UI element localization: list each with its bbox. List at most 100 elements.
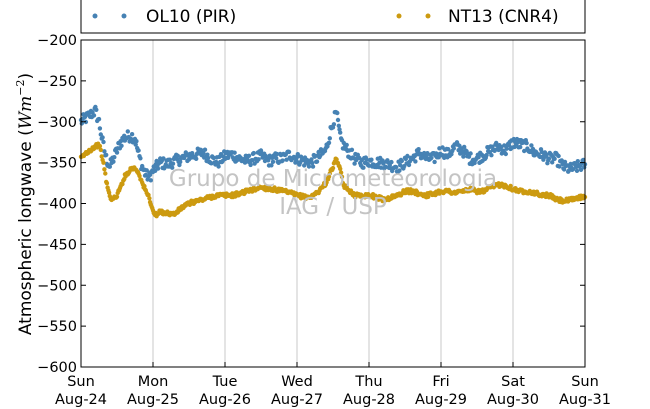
data-point <box>107 164 113 169</box>
data-point <box>550 160 555 165</box>
data-point <box>137 173 142 179</box>
data-point <box>326 140 332 145</box>
data-point <box>146 192 151 198</box>
y-tick-label: −450 <box>37 237 77 253</box>
data-point <box>125 129 130 134</box>
data-point <box>232 150 237 155</box>
data-point <box>338 170 344 175</box>
data-point <box>201 150 206 156</box>
data-point <box>335 110 340 116</box>
data-point <box>99 154 104 159</box>
y-axis-label: Atmospheric longwave (Wm−2) <box>14 73 36 335</box>
legend-marker-ol10 <box>121 13 127 19</box>
x-tick-date-label: Aug-28 <box>343 392 395 408</box>
data-point <box>106 190 112 195</box>
data-point <box>556 153 561 159</box>
data-point <box>194 156 199 161</box>
data-point <box>503 151 508 157</box>
legend-marker-nt13 <box>425 13 431 19</box>
data-point <box>529 143 534 148</box>
data-point <box>306 164 312 169</box>
grid <box>152 40 514 367</box>
data-point <box>522 148 527 154</box>
data-point <box>97 143 103 149</box>
legend-box <box>80 0 586 34</box>
data-point <box>414 152 419 157</box>
data-point <box>570 167 576 172</box>
data-point <box>216 164 221 169</box>
x-tick-day-label: Sun <box>571 374 599 390</box>
data-point <box>251 150 256 156</box>
legend: OL10 (PIR) NT13 (CNR4) <box>80 0 586 34</box>
data-point <box>103 171 108 176</box>
data-point <box>175 153 180 158</box>
data-point <box>334 157 339 162</box>
data-point <box>432 159 437 165</box>
data-point <box>327 136 332 141</box>
data-point <box>331 122 337 127</box>
data-point <box>544 152 549 157</box>
plot-area <box>81 40 585 367</box>
data-point <box>148 178 153 183</box>
y-axis-label-exponent: −2 <box>14 79 27 95</box>
data-point <box>552 156 557 161</box>
legend-label-ol10: OL10 (PIR) <box>146 7 236 27</box>
data-point <box>295 152 300 157</box>
data-point <box>344 142 349 148</box>
data-point <box>114 150 120 155</box>
data-point <box>114 194 120 199</box>
y-axis-label-unit: Wm <box>16 96 36 130</box>
data-point <box>170 165 175 170</box>
x-tick-date-label: Aug-25 <box>127 392 179 408</box>
data-point <box>133 142 138 147</box>
data-point <box>206 155 211 161</box>
x-tick-day-label: Tue <box>212 374 238 390</box>
data-point <box>274 151 280 157</box>
series-ol10 <box>78 104 588 183</box>
data-point <box>314 159 320 164</box>
legend-marker-ol10 <box>92 13 98 19</box>
data-point <box>429 155 434 161</box>
x-axis: Sun Aug-24 Mon Aug-25 Tue Aug-26 Wed Aug-27 Thu A… <box>55 362 611 408</box>
data-point <box>138 156 143 161</box>
data-point <box>302 163 307 168</box>
legend-entry-ol10: OL10 (PIR) <box>92 7 236 27</box>
data-point <box>489 153 494 158</box>
data-point <box>120 181 125 187</box>
data-point <box>310 160 315 166</box>
x-tick-date-label: Aug-30 <box>487 392 539 408</box>
x-tick-day-label: Fri <box>432 374 449 390</box>
watermark: Grupo de Micrometeorologia IAG / USP <box>169 166 497 220</box>
data-point <box>541 157 546 162</box>
data-point <box>557 164 562 169</box>
data-point <box>266 158 271 163</box>
data-point <box>101 139 106 145</box>
data-point <box>369 157 374 162</box>
y-axis-label-text: Atmospheric longwave ( <box>16 129 36 335</box>
data-point <box>202 147 208 152</box>
x-tick-date-label: Aug-27 <box>271 392 323 408</box>
data-point <box>426 194 431 199</box>
data-point <box>161 156 166 161</box>
data-point <box>270 159 276 164</box>
data-point <box>147 196 152 201</box>
data-point <box>416 147 421 152</box>
data-point <box>562 159 568 165</box>
x-tick-date-label: Aug-31 <box>559 392 611 408</box>
data-point <box>405 153 410 159</box>
data-point <box>94 107 99 113</box>
data-point <box>506 143 512 148</box>
data-point <box>399 158 404 164</box>
x-tick-day-label: Mon <box>138 374 169 390</box>
data-point <box>578 167 584 172</box>
y-tick-label: −550 <box>37 319 77 335</box>
data-point <box>269 163 274 168</box>
data-point <box>338 130 343 135</box>
data-point <box>575 159 580 164</box>
data-point <box>339 174 345 179</box>
data-point <box>397 168 402 173</box>
data-point <box>286 149 292 155</box>
x-tick-day-label: Wed <box>281 374 313 390</box>
series-layer <box>78 104 588 219</box>
data-point <box>102 167 107 172</box>
